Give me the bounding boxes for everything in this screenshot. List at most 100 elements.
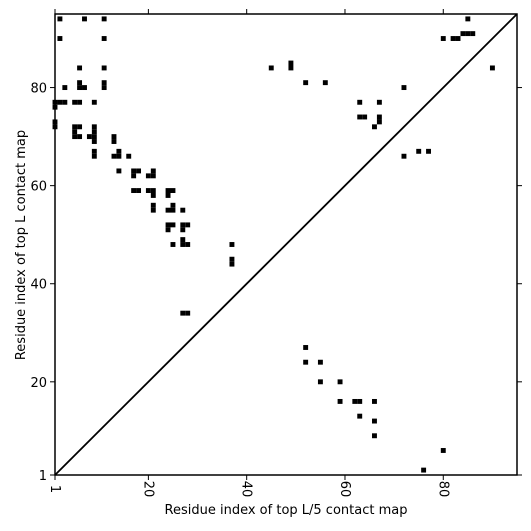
y-tick-label: 80 bbox=[30, 82, 47, 97]
contact-point bbox=[421, 467, 427, 473]
contact-point bbox=[77, 65, 83, 71]
contact-point bbox=[357, 413, 363, 419]
contact-point bbox=[62, 85, 68, 91]
contact-point bbox=[180, 242, 186, 247]
contact-point bbox=[116, 168, 122, 174]
contact-point bbox=[357, 114, 363, 120]
contact-point bbox=[91, 139, 97, 144]
contact-point bbox=[185, 242, 191, 247]
contact-points bbox=[52, 16, 495, 473]
contact-point bbox=[401, 153, 407, 159]
x-tick-label: 80 bbox=[435, 481, 450, 498]
contact-point bbox=[170, 202, 176, 208]
contact-point bbox=[180, 222, 186, 228]
contact-point bbox=[57, 36, 63, 41]
contact-point bbox=[268, 65, 274, 71]
contact-point bbox=[170, 222, 176, 228]
contact-point bbox=[101, 65, 107, 71]
contact-point bbox=[357, 398, 363, 404]
contact-point bbox=[303, 80, 309, 86]
contact-point bbox=[101, 16, 107, 22]
contact-point bbox=[91, 148, 97, 154]
x-tick-label: 60 bbox=[337, 481, 352, 498]
contact-point bbox=[77, 134, 83, 140]
axis-ticks: 1 20 40 60 80 1 20 40 60 80 bbox=[30, 9, 522, 497]
contact-point bbox=[77, 80, 83, 86]
contact-point bbox=[91, 129, 97, 135]
contact-point bbox=[288, 65, 294, 71]
contact-point bbox=[150, 188, 156, 194]
contact-point bbox=[357, 99, 363, 105]
contact-point bbox=[91, 134, 97, 140]
y-tick-label: 1 bbox=[39, 469, 47, 484]
contact-point bbox=[229, 256, 235, 262]
contact-point bbox=[101, 80, 107, 86]
contact-point bbox=[317, 359, 323, 365]
contact-point bbox=[131, 188, 137, 194]
contact-point bbox=[116, 153, 122, 159]
contact-point bbox=[126, 153, 132, 159]
contact-point bbox=[303, 345, 309, 350]
contact-point bbox=[165, 188, 171, 194]
contact-point bbox=[376, 119, 382, 125]
contact-point bbox=[72, 124, 78, 130]
contact-point bbox=[91, 153, 97, 159]
x-tick-label: 20 bbox=[140, 481, 155, 498]
contact-point bbox=[86, 134, 92, 140]
contact-point bbox=[145, 173, 151, 179]
x-axis-label: Residue index of top L/5 contact map bbox=[165, 503, 408, 518]
contact-point bbox=[426, 148, 431, 154]
contact-point bbox=[62, 99, 68, 105]
contact-point bbox=[180, 310, 186, 316]
contact-point bbox=[372, 433, 377, 439]
contact-point bbox=[317, 379, 323, 385]
contact-point bbox=[91, 99, 97, 105]
contact-point bbox=[131, 173, 137, 179]
contact-point bbox=[180, 207, 186, 213]
contact-point bbox=[170, 242, 176, 247]
contact-point bbox=[165, 227, 171, 233]
contact-point bbox=[57, 99, 63, 105]
contact-point bbox=[465, 16, 471, 22]
contact-point bbox=[72, 129, 78, 135]
contact-point bbox=[170, 188, 176, 194]
contact-point bbox=[376, 99, 382, 105]
contact-point bbox=[440, 36, 446, 41]
contact-point bbox=[288, 60, 294, 66]
contact-point bbox=[72, 99, 78, 105]
y-axis-label: Residue index of top L contact map bbox=[14, 130, 29, 360]
contact-point bbox=[372, 398, 377, 404]
contact-point bbox=[150, 207, 156, 213]
y-tick-label: 60 bbox=[30, 180, 47, 195]
contact-point bbox=[460, 31, 466, 37]
contact-point bbox=[111, 134, 117, 140]
contact-point bbox=[352, 398, 358, 404]
contact-point bbox=[185, 310, 191, 316]
x-tick-label: 40 bbox=[239, 481, 254, 498]
contact-point bbox=[337, 398, 343, 404]
contact-point bbox=[52, 99, 58, 105]
contact-point bbox=[450, 36, 456, 41]
contact-point bbox=[303, 359, 309, 365]
contact-point bbox=[165, 207, 171, 213]
contact-point bbox=[150, 168, 156, 174]
contact-point bbox=[82, 16, 87, 22]
contact-point bbox=[180, 237, 186, 243]
contact-point bbox=[150, 173, 156, 179]
contact-point bbox=[52, 119, 58, 125]
contact-point bbox=[376, 114, 382, 120]
contact-point bbox=[470, 31, 476, 37]
contact-point bbox=[136, 188, 142, 194]
x-tick-label: 1 bbox=[47, 485, 62, 493]
contact-point bbox=[57, 16, 63, 22]
contact-point bbox=[440, 448, 446, 453]
y-tick-label: 20 bbox=[30, 376, 47, 391]
contact-point bbox=[455, 36, 461, 41]
plot-frame bbox=[54, 13, 518, 476]
contact-point bbox=[165, 193, 171, 198]
contact-point bbox=[170, 207, 176, 213]
contact-point bbox=[401, 85, 407, 91]
y-tick-label: 40 bbox=[30, 278, 47, 293]
contact-point bbox=[150, 202, 156, 208]
diagonal-line bbox=[54, 13, 518, 476]
